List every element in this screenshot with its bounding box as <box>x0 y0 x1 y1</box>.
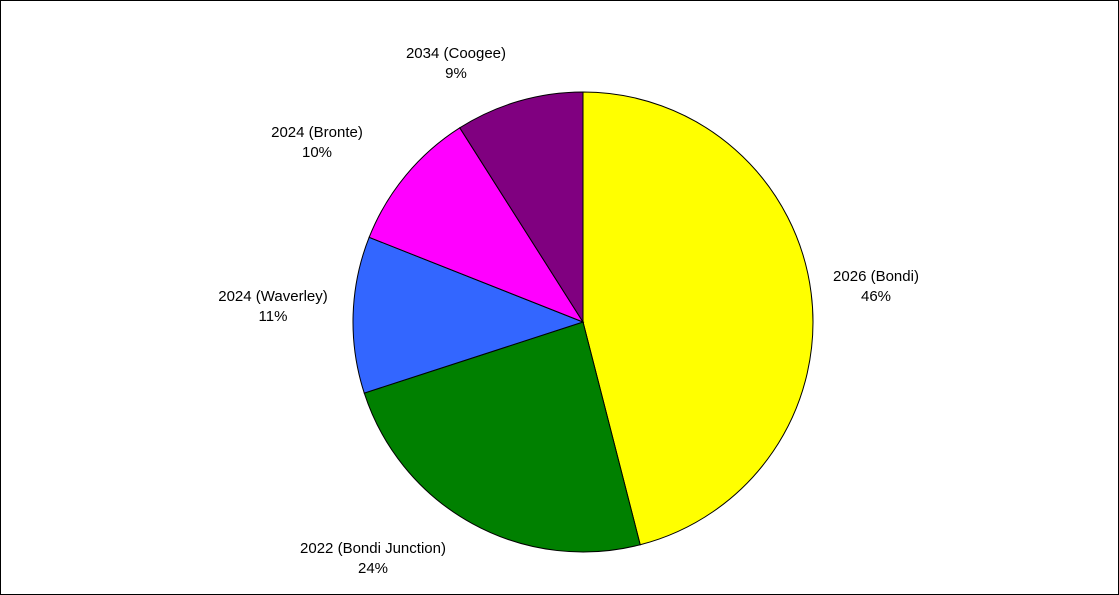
slice-category-text: 2034 (Coogee) <box>406 45 506 62</box>
slice-category-text: 2022 (Bondi Junction) <box>300 540 446 557</box>
pie-slice-2024-bronte <box>368 127 585 324</box>
slice-percent-text: 24% <box>358 560 388 577</box>
slice-percent-text: 46% <box>861 288 891 305</box>
slice-percent-text: 9% <box>445 65 467 82</box>
pie-slice-2022-bondi-junction <box>363 321 641 553</box>
pie-slices <box>352 91 814 553</box>
slice-label-2034-coogee: 2034 (Coogee) 9% <box>406 45 506 82</box>
pie-labels: 2026 (Bondi) 46%2022 (Bondi Junction) 24%2… <box>218 45 919 577</box>
slice-category-text: 2024 (Waverley) <box>218 288 327 305</box>
pie-slice-2034-coogee <box>459 91 584 324</box>
pie-slice-2024-waverley <box>352 236 585 394</box>
slice-category-text: 2026 (Bondi) <box>833 268 919 285</box>
slice-category-text: 2024 (Bronte) <box>271 124 363 141</box>
slice-label-2024-bronte: 2024 (Bronte) 10% <box>271 124 363 161</box>
slice-label-2022-bondi-junction: 2022 (Bondi Junction) 24% <box>300 540 446 577</box>
slice-percent-text: 11% <box>259 308 288 325</box>
pie-slice-2026-bondi <box>582 91 814 546</box>
slice-label-2024-waverley: 2024 (Waverley) 11% <box>218 288 327 325</box>
slice-percent-text: 10% <box>302 144 332 161</box>
slice-label-2026-bondi: 2026 (Bondi) 46% <box>833 268 919 305</box>
